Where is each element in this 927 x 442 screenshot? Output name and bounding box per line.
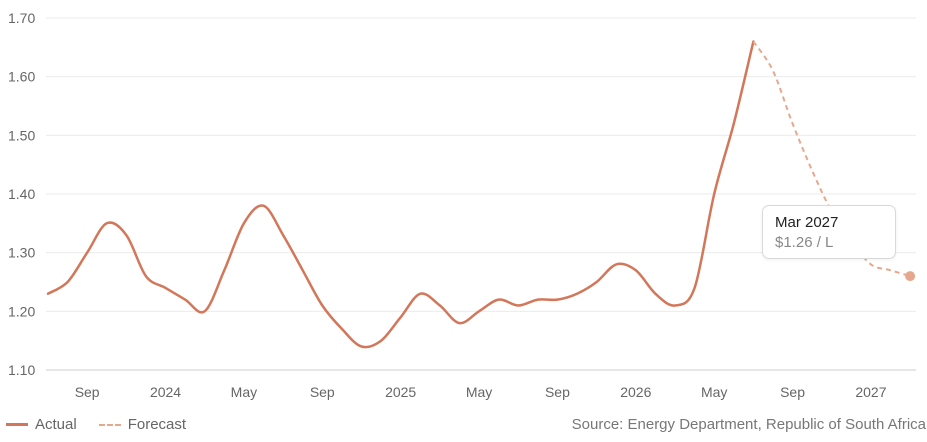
data-point-actual[interactable] (45, 291, 51, 297)
legend-swatch-actual (6, 423, 28, 426)
data-point-actual[interactable] (417, 291, 423, 297)
data-point-actual[interactable] (65, 279, 71, 285)
data-point-actual[interactable] (652, 291, 658, 297)
y-tick-label: 1.20 (8, 303, 35, 319)
data-point-forecast[interactable] (907, 273, 913, 279)
data-point-actual[interactable] (241, 220, 247, 226)
legend-item-forecast[interactable]: Forecast (98, 416, 187, 433)
data-point-actual[interactable] (300, 267, 306, 273)
data-point-forecast[interactable] (790, 121, 796, 127)
data-point-actual[interactable] (476, 308, 482, 314)
data-point-actual[interactable] (123, 232, 129, 238)
data-point-actual[interactable] (84, 250, 90, 256)
x-tick-label: May (701, 384, 727, 400)
x-axis-ticks: Sep 2024 May Sep 2025 May Sep 2026 May Sep 2027 (75, 384, 887, 400)
y-tick-label: 1.50 (8, 127, 35, 143)
data-point-actual[interactable] (613, 261, 619, 267)
x-tick-label: 2024 (150, 384, 181, 400)
data-point-actual[interactable] (398, 314, 404, 320)
tooltip-date: Mar 2027 (775, 214, 839, 231)
y-tick-label: 1.70 (8, 10, 35, 26)
y-tick-label: 1.10 (8, 362, 35, 378)
legend-label-forecast: Forecast (127, 416, 187, 433)
data-point-forecast[interactable] (770, 68, 776, 74)
data-point-actual[interactable] (456, 320, 462, 326)
series-line-actual (46, 40, 755, 349)
data-point-actual[interactable] (221, 267, 227, 273)
x-tick-label: 2026 (620, 384, 651, 400)
data-point-actual[interactable] (339, 326, 345, 332)
data-point-actual[interactable] (692, 285, 698, 291)
x-tick-label: May (231, 384, 257, 400)
grid-lines (46, 17, 916, 371)
x-tick-label: Sep (75, 384, 100, 400)
legend-swatch-forecast (98, 423, 121, 426)
data-point-actual[interactable] (358, 344, 364, 350)
data-point-forecast[interactable] (888, 267, 894, 273)
data-point-actual[interactable] (711, 191, 717, 197)
x-tick-label: Sep (780, 384, 805, 400)
data-point-actual[interactable] (731, 121, 737, 127)
data-point-actual[interactable] (261, 203, 267, 209)
tooltip-value: $1.26 / L (775, 234, 834, 251)
data-point-actual[interactable] (574, 291, 580, 297)
data-point-actual[interactable] (437, 302, 443, 308)
x-tick-label: 2027 (855, 384, 886, 400)
data-point-actual[interactable] (535, 297, 541, 303)
data-point-forecast[interactable] (750, 38, 756, 44)
data-point-actual[interactable] (280, 232, 286, 238)
x-tick-label: 2025 (385, 384, 416, 400)
x-tick-label: Sep (310, 384, 335, 400)
data-point-actual[interactable] (633, 267, 639, 273)
source-note: Source: Energy Department, Republic of S… (571, 416, 926, 433)
data-point-actual[interactable] (672, 302, 678, 308)
data-point-actual[interactable] (202, 308, 208, 314)
data-point-actual[interactable] (182, 297, 188, 303)
data-point-actual[interactable] (594, 279, 600, 285)
y-tick-label: 1.60 (8, 69, 35, 85)
data-point-actual[interactable] (515, 302, 521, 308)
data-point-actual[interactable] (104, 220, 110, 226)
x-tick-label: Sep (545, 384, 570, 400)
data-point-actual[interactable] (163, 285, 169, 291)
data-point-actual[interactable] (143, 273, 149, 279)
data-point-actual[interactable] (554, 297, 560, 303)
hover-tooltip: Mar 2027 $1.26 / L (762, 205, 896, 259)
x-tick-label: May (466, 384, 492, 400)
legend-item-actual[interactable]: Actual (6, 416, 77, 433)
legend: Actual Forecast (6, 416, 208, 433)
data-point-forecast[interactable] (809, 168, 815, 174)
data-point-actual[interactable] (319, 302, 325, 308)
y-tick-label: 1.40 (8, 186, 35, 202)
y-axis-ticks: 1.10 1.20 1.30 1.40 1.50 1.60 1.70 (8, 10, 35, 378)
y-tick-label: 1.30 (8, 245, 35, 261)
forecast-endpoint-marker[interactable] (905, 271, 916, 282)
legend-label-actual: Actual (35, 416, 77, 433)
data-point-actual[interactable] (378, 338, 384, 344)
data-point-actual[interactable] (496, 297, 502, 303)
data-point-forecast[interactable] (868, 261, 874, 267)
